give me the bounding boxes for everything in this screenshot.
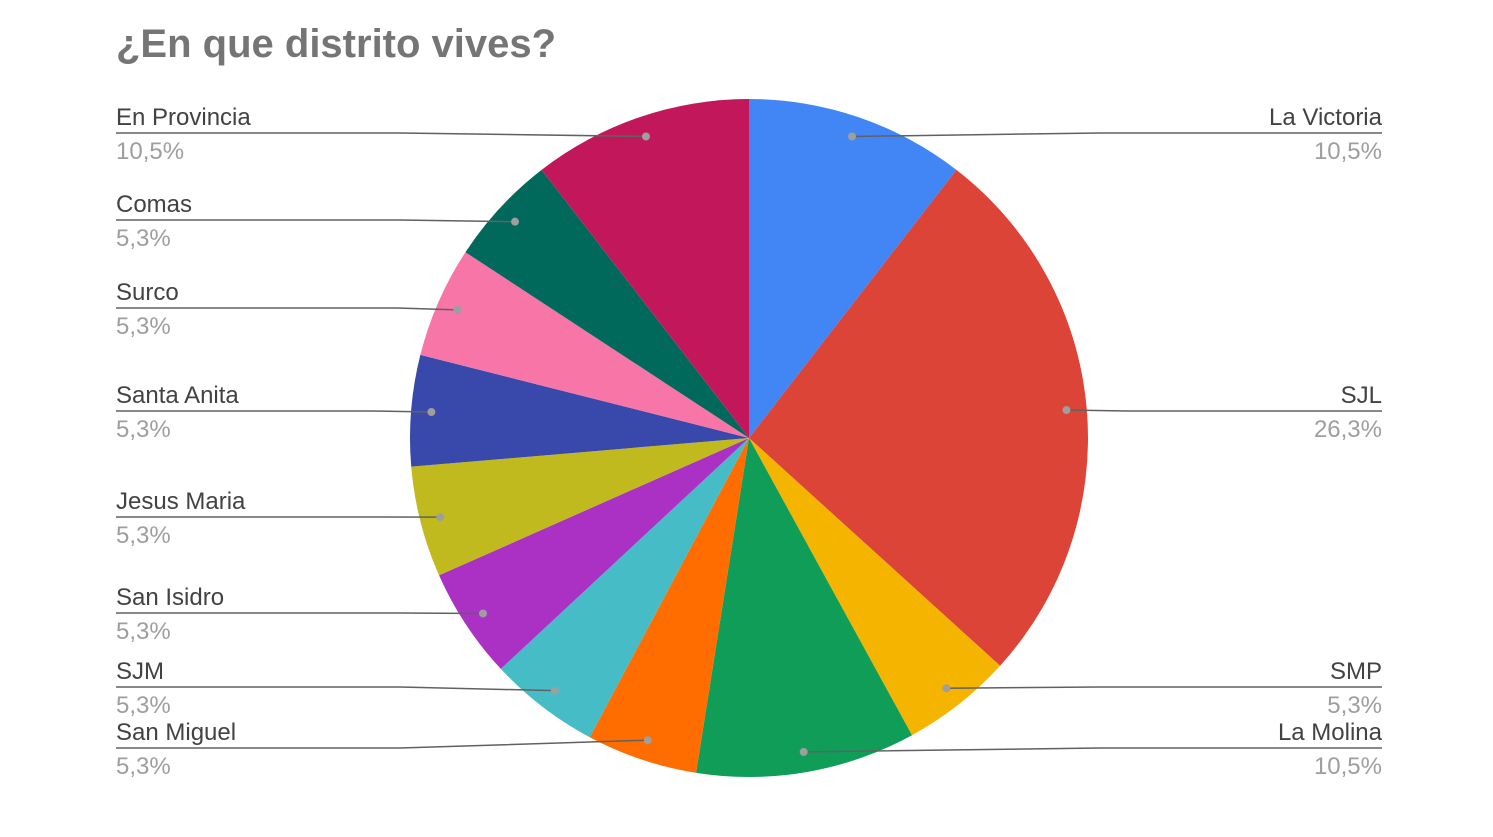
callout-line-surco xyxy=(116,307,458,311)
callout-dot-jesus-maria xyxy=(436,513,445,522)
pie-slice-san-miguel xyxy=(589,438,749,773)
slice-label-sjm: SJM xyxy=(116,658,164,685)
callout-line-san-miguel xyxy=(116,739,648,749)
slice-percent-sjm: 5,3% xyxy=(116,692,171,719)
callout-line-sjl xyxy=(1066,409,1382,412)
slice-label-san-isidro: San Isidro xyxy=(116,584,224,611)
pie-slices xyxy=(409,99,1088,777)
callout-dot-san-isidro xyxy=(479,609,488,618)
slice-label-la-victoria: La Victoria xyxy=(1269,104,1383,131)
callout-line-santa-anita xyxy=(116,410,432,413)
slice-label-en-provincia: En Provincia xyxy=(116,104,251,131)
pie-slice-en-provincia xyxy=(541,99,749,438)
slice-label-san-miguel: San Miguel xyxy=(116,719,236,746)
slice-label-santa-anita: Santa Anita xyxy=(116,382,239,409)
callout-dot-en-provincia xyxy=(641,132,650,141)
callout-dot-la-molina xyxy=(799,747,808,756)
callout-line-sjm xyxy=(116,686,555,692)
pie-slice-smp xyxy=(749,438,1001,736)
callout-dot-comas xyxy=(511,217,520,226)
slice-percent-comas: 5,3% xyxy=(116,225,171,252)
slice-percent-en-provincia: 10,5% xyxy=(116,138,184,165)
slice-label-la-molina: La Molina xyxy=(1278,719,1383,746)
chart-title: ¿En que distrito vives? xyxy=(116,22,557,66)
callout-dot-santa-anita xyxy=(427,408,436,417)
callout-dot-surco xyxy=(453,305,462,314)
slice-percent-la-victoria: 10,5% xyxy=(1314,138,1382,165)
slice-percent-la-molina: 10,5% xyxy=(1314,753,1382,780)
callout-line-comas xyxy=(116,219,516,223)
slice-percent-jesus-maria: 5,3% xyxy=(116,522,171,549)
pie-slice-surco xyxy=(420,252,749,438)
slice-label-surco: Surco xyxy=(116,279,179,306)
pie-slice-la-victoria xyxy=(749,99,957,438)
slice-percent-san-miguel: 5,3% xyxy=(116,753,171,780)
callout-line-smp xyxy=(946,686,1382,689)
callout-dot-sjl xyxy=(1062,406,1071,415)
pie-slice-san-isidro xyxy=(439,438,749,669)
slice-label-comas: Comas xyxy=(116,191,192,218)
pie-slice-comas xyxy=(465,169,749,438)
pie-slice-sjl xyxy=(749,169,1088,666)
pie-slice-sjm xyxy=(500,438,749,738)
slice-percent-smp: 5,3% xyxy=(1327,692,1382,719)
slice-percent-sjl: 26,3% xyxy=(1314,416,1382,443)
pie-slice-la-molina xyxy=(696,438,913,777)
callout-line-en-provincia xyxy=(116,132,646,138)
callout-line-la-molina xyxy=(803,747,1382,753)
pie-slice-santa-anita xyxy=(409,354,749,467)
slice-percent-surco: 5,3% xyxy=(116,313,171,340)
pie-slice-jesus-maria xyxy=(411,438,749,576)
callout-dot-smp xyxy=(942,684,951,693)
callout-dot-sjm xyxy=(550,686,559,695)
slice-label-smp: SMP xyxy=(1330,658,1382,685)
slice-percent-santa-anita: 5,3% xyxy=(116,416,171,443)
slice-label-sjl: SJL xyxy=(1341,382,1382,409)
slice-label-jesus-maria: Jesus Maria xyxy=(116,488,246,515)
callout-line-la-victoria xyxy=(852,132,1382,138)
slice-percent-san-isidro: 5,3% xyxy=(116,618,171,645)
callout-dot-san-miguel xyxy=(643,736,652,745)
callout-dot-la-victoria xyxy=(848,132,857,141)
